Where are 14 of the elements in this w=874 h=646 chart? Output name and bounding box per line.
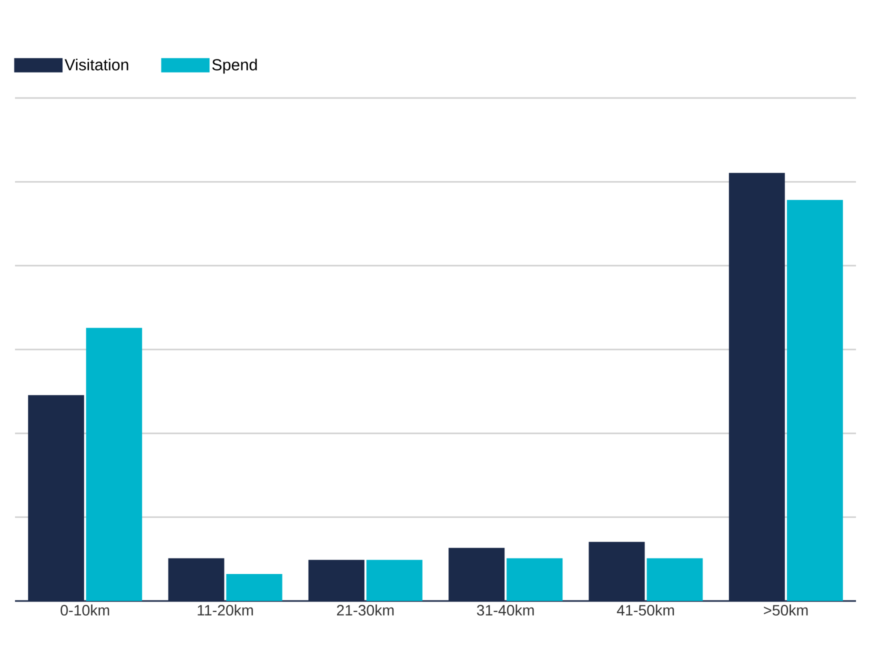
bar [226,574,282,601]
bar [646,558,703,601]
legend-label: Spend [212,58,257,74]
x-tick-label: 11-20km [198,604,253,616]
x-tick-label: 21-30km [336,604,394,616]
x-tick-label: 0-10km [60,604,110,616]
bar [506,558,563,601]
legend-label: Visitation [64,58,128,70]
bar [86,328,142,601]
x-tick-label: 31-40km [476,604,534,616]
x-tick-label: >50km [764,604,808,616]
bar [786,200,843,601]
bar [366,560,422,601]
x-tick-label: 41-50km [616,604,674,616]
